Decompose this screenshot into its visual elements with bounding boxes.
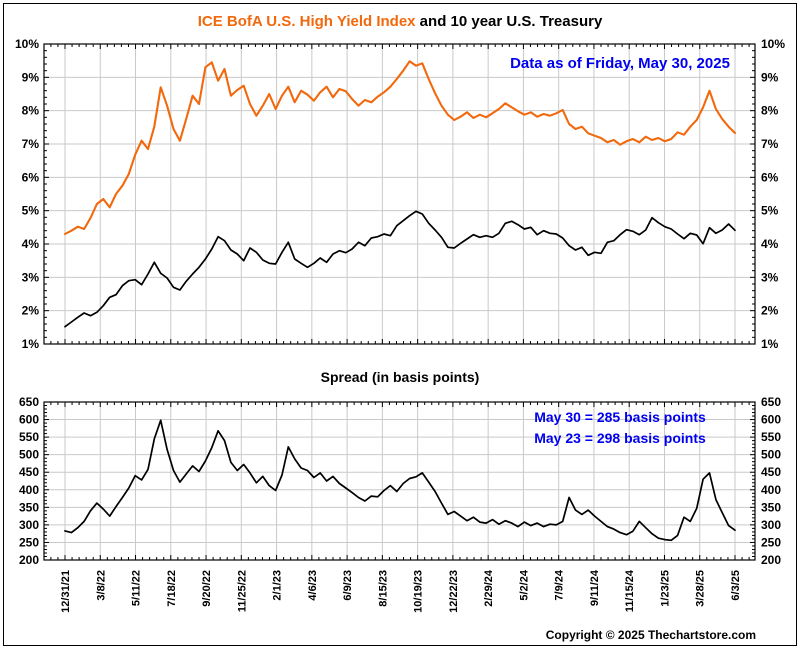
x-axis-date-label: 5/11/22 — [131, 570, 143, 606]
title-treasury: and 10 year U.S. Treasury — [415, 13, 603, 30]
x-axis-date-label: 9/11/24 — [589, 569, 601, 606]
y-axis-label-right: 4% — [761, 237, 779, 251]
data-as-of-annotation: Data as of Friday, May 30, 2025 — [510, 55, 730, 72]
x-axis-date-label: 2/29/24 — [483, 569, 495, 607]
y-axis-label-left: 5% — [22, 204, 40, 218]
y-axis-label-right: 600 — [761, 413, 781, 427]
x-axis-date-label: 12/22/23 — [448, 570, 460, 613]
y-axis-label-right: 3% — [761, 270, 779, 284]
y-axis-label-right: 1% — [761, 337, 779, 351]
y-axis-label-right: 10% — [761, 37, 785, 51]
y-axis-label-left: 450 — [19, 465, 39, 479]
title-high-yield: ICE BofA U.S. High Yield Index — [197, 13, 416, 30]
x-axis-date-label: 10/19/23 — [413, 570, 425, 613]
series-line-high-yield-minus-treasury-spread — [64, 419, 736, 542]
x-axis-date-label: 3/8/22 — [95, 570, 107, 601]
y-axis-label-right: 7% — [761, 137, 779, 151]
spread-annotation-may30: May 30 = 285 basis points — [534, 409, 706, 425]
y-axis-label-left: 300 — [19, 518, 39, 532]
x-axis-date-label: 2/1/23 — [272, 570, 284, 601]
y-axis-label-right: 350 — [761, 500, 781, 514]
x-axis-date-label: 1/23/25 — [659, 570, 671, 607]
y-axis-label-left: 650 — [19, 395, 39, 409]
y-axis-label-right: 6% — [761, 170, 779, 184]
y-axis-label-left: 500 — [19, 448, 39, 462]
y-axis-label-left: 7% — [22, 137, 40, 151]
y-axis-label-right: 9% — [761, 70, 779, 84]
plot-border — [43, 401, 756, 561]
y-axis-label-right: 2% — [761, 304, 779, 318]
y-axis-label-left: 1% — [22, 337, 40, 351]
y-axis-label-right: 650 — [761, 395, 781, 409]
y-axis-label-left: 550 — [19, 430, 39, 444]
x-axis-date-label: 11/25/22 — [236, 570, 248, 612]
series-line-10-year-u-s-treasury — [64, 210, 736, 328]
y-axis-label-left: 9% — [22, 70, 40, 84]
plot-border — [43, 43, 756, 345]
series-line-ice-bofa-u-s-high-yield-index — [63, 60, 737, 236]
x-axis-date-label: 6/3/25 — [730, 570, 742, 601]
y-axis-label-left: 4% — [22, 237, 40, 251]
y-axis-label-left: 200 — [19, 553, 39, 567]
y-axis-label-right: 450 — [761, 465, 781, 479]
y-axis-label-left: 6% — [22, 170, 40, 184]
y-axis-label-right: 550 — [761, 430, 781, 444]
x-axis-date-label: 3/28/25 — [695, 570, 707, 607]
y-axis-label-left: 600 — [19, 413, 39, 427]
y-axis-label-left: 10% — [15, 37, 39, 51]
y-axis-label-right: 250 — [761, 535, 781, 549]
y-axis-label-left: 250 — [19, 535, 39, 549]
chart-title: ICE BofA U.S. High Yield Index and 10 ye… — [0, 13, 800, 30]
y-axis-label-right: 5% — [761, 204, 779, 218]
y-axis-label-left: 8% — [22, 104, 40, 118]
y-axis-label-right: 8% — [761, 104, 779, 118]
y-axis-label-left: 3% — [22, 270, 40, 284]
x-axis-date-label: 11/15/24 — [624, 569, 636, 612]
y-axis-label-left: 400 — [19, 483, 39, 497]
spread-pane-title: Spread (in basis points) — [320, 369, 480, 385]
x-axis-date-label: 7/9/24 — [554, 569, 566, 600]
y-axis-label-right: 300 — [761, 518, 781, 532]
x-axis-date-label: 12/31/21 — [60, 570, 72, 613]
spread-annotation-may23: May 23 = 298 basis points — [534, 430, 706, 446]
copyright-notice: Copyright © 2025 Thechartstore.com — [545, 628, 756, 642]
x-axis-date-label: 7/18/22 — [166, 570, 178, 607]
x-axis-date-label: 8/15/23 — [377, 570, 389, 607]
y-axis-label-right: 400 — [761, 483, 781, 497]
x-axis-date-label: 4/6/23 — [307, 570, 319, 601]
x-axis-date-label: 9/20/22 — [201, 570, 213, 607]
y-axis-label-right: 500 — [761, 448, 781, 462]
x-axis-date-label: 5/2/24 — [518, 569, 530, 600]
x-axis-date-label: 6/9/23 — [342, 570, 354, 601]
y-axis-label-left: 350 — [19, 500, 39, 514]
y-axis-label-right: 200 — [761, 553, 781, 567]
y-axis-label-left: 2% — [22, 304, 40, 318]
